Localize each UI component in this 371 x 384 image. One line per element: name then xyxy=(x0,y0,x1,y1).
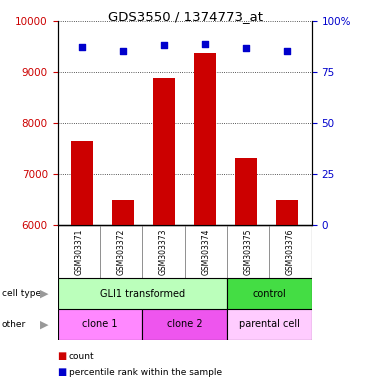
Text: GSM303374: GSM303374 xyxy=(201,228,210,275)
Point xyxy=(161,41,167,48)
Point xyxy=(284,48,290,54)
Bar xyxy=(269,225,312,278)
Bar xyxy=(227,278,312,309)
Point xyxy=(79,43,85,50)
Text: GSM303376: GSM303376 xyxy=(286,228,295,275)
Text: parental cell: parental cell xyxy=(239,319,300,329)
Text: GSM303373: GSM303373 xyxy=(159,228,168,275)
Bar xyxy=(112,200,134,225)
Point xyxy=(243,45,249,51)
Text: ▶: ▶ xyxy=(40,289,48,299)
Text: cell type: cell type xyxy=(2,289,41,298)
Text: ■: ■ xyxy=(58,367,67,377)
Bar xyxy=(227,225,269,278)
Bar xyxy=(100,225,142,278)
Text: clone 2: clone 2 xyxy=(167,319,203,329)
Bar xyxy=(276,200,298,225)
Text: count: count xyxy=(69,352,94,361)
Bar xyxy=(58,309,142,340)
Bar xyxy=(71,141,93,225)
Text: ■: ■ xyxy=(58,351,67,361)
Text: GSM303375: GSM303375 xyxy=(244,228,253,275)
Text: ▶: ▶ xyxy=(40,319,48,329)
Bar xyxy=(235,159,257,225)
Bar xyxy=(142,309,227,340)
Text: GSM303371: GSM303371 xyxy=(74,228,83,275)
Text: GDS3550 / 1374773_at: GDS3550 / 1374773_at xyxy=(108,10,263,23)
Point xyxy=(202,40,208,46)
Bar xyxy=(153,78,175,225)
Text: other: other xyxy=(2,320,26,329)
Text: clone 1: clone 1 xyxy=(82,319,118,329)
Bar xyxy=(58,225,100,278)
Text: percentile rank within the sample: percentile rank within the sample xyxy=(69,368,222,377)
Bar xyxy=(194,53,216,225)
Text: control: control xyxy=(252,289,286,299)
Bar xyxy=(227,309,312,340)
Text: GLI1 transformed: GLI1 transformed xyxy=(100,289,185,299)
Bar xyxy=(142,225,185,278)
Text: GSM303372: GSM303372 xyxy=(116,228,125,275)
Bar xyxy=(185,225,227,278)
Point xyxy=(120,48,126,54)
Bar xyxy=(58,278,227,309)
